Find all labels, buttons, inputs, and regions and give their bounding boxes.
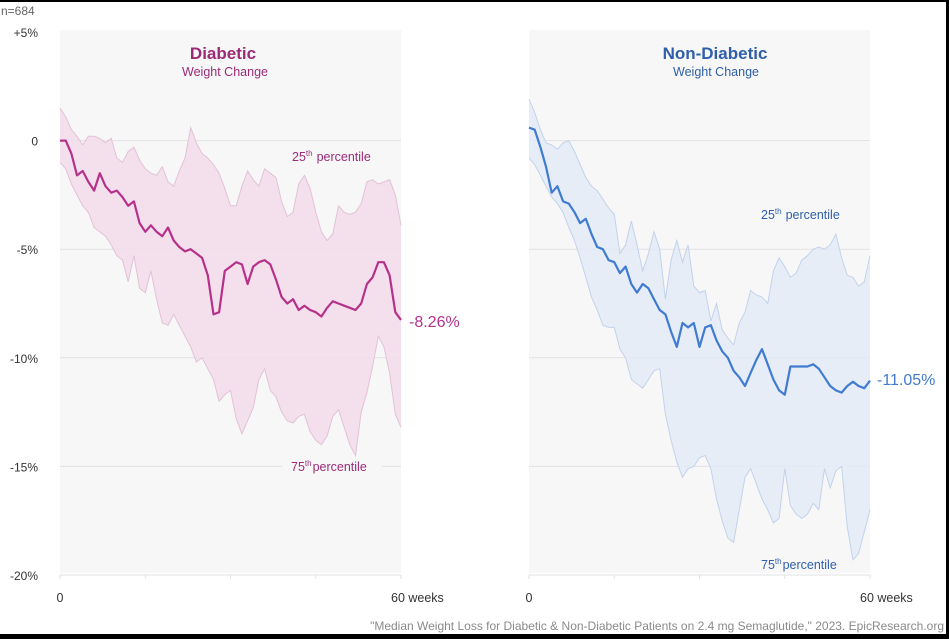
x-tick-label: 0	[526, 591, 533, 605]
y-tick-label: -5%	[17, 243, 39, 257]
non-diabetic-x-axis: 0 60 weeks	[526, 574, 913, 605]
non-diabetic-end-value-label: -11.05%	[877, 372, 935, 389]
diabetic-75th-sup: th	[305, 459, 312, 468]
diabetic-25th-text: percentile	[317, 150, 371, 164]
diabetic-75th-label-bg	[282, 457, 382, 473]
non-diabetic-panel: 0 60 weeks Non-Diabetic Weight Change 25t…	[526, 30, 935, 605]
median-line	[528, 126, 871, 396]
non-diabetic-75th-sup: th	[775, 557, 782, 566]
diabetic-subtitle: Weight Change	[182, 65, 268, 79]
75th-percentile-line	[528, 157, 871, 561]
sample-size-note: n=684	[1, 4, 35, 18]
diabetic-25th-percentile-label: 25th percentile	[292, 149, 371, 164]
25th-percentile-line	[528, 99, 871, 346]
x-tick-label: 0	[57, 591, 64, 605]
citation: "Median Weight Loss for Diabetic & Non-D…	[370, 619, 944, 633]
diabetic-75th-text: percentile	[313, 460, 367, 474]
diabetic-end-value-label: -8.26%	[409, 314, 460, 331]
diabetic-75th-percentile-label: 75thpercentile	[291, 459, 367, 474]
y-tick-label: +5%	[14, 26, 39, 40]
75th-percentile-line	[59, 161, 402, 458]
diabetic-y-axis: +5% 0 -5% -10% -15% -20%	[10, 26, 38, 583]
x-tick-label: 60 weeks	[391, 591, 444, 605]
non-diabetic-subtitle: Weight Change	[673, 65, 759, 79]
diabetic-25th-num: 25	[292, 150, 306, 164]
25th-percentile-line	[59, 107, 402, 242]
y-tick-label: 0	[31, 135, 38, 149]
non-diabetic-75th-percentile-label: 75thpercentile	[761, 557, 837, 572]
diabetic-x-axis: 0 60 weeks	[57, 574, 444, 605]
non-diabetic-25th-percentile-label: 25th percentile	[761, 207, 840, 222]
diabetic-median-line	[60, 139, 402, 321]
diabetic-percentile-band	[59, 107, 402, 458]
non-diabetic-25th-text: percentile	[786, 208, 840, 222]
y-tick-label: -15%	[10, 460, 38, 474]
non-diabetic-25th-sup: th	[775, 207, 782, 216]
y-tick-label: -10%	[10, 352, 38, 366]
non-diabetic-title: Non-Diabetic	[663, 44, 768, 63]
diabetic-title: Diabetic	[190, 44, 256, 63]
non-diabetic-percentile-band	[528, 99, 871, 561]
non-diabetic-25th-num: 25	[761, 208, 775, 222]
diabetic-75th-num: 75	[291, 460, 305, 474]
diabetic-25th-sup: th	[306, 149, 313, 158]
non-diabetic-75th-num: 75	[761, 558, 775, 572]
x-tick-label: 60 weeks	[860, 591, 913, 605]
median-line	[60, 139, 402, 321]
percentile-band-area	[60, 108, 401, 456]
diabetic-panel: +5% 0 -5% -10% -15% -20% 0 60 weeks Diabetic W…	[10, 26, 460, 605]
non-diabetic-median-line	[528, 126, 871, 396]
y-tick-label: -20%	[10, 569, 38, 583]
non-diabetic-75th-text: percentile	[783, 558, 837, 572]
